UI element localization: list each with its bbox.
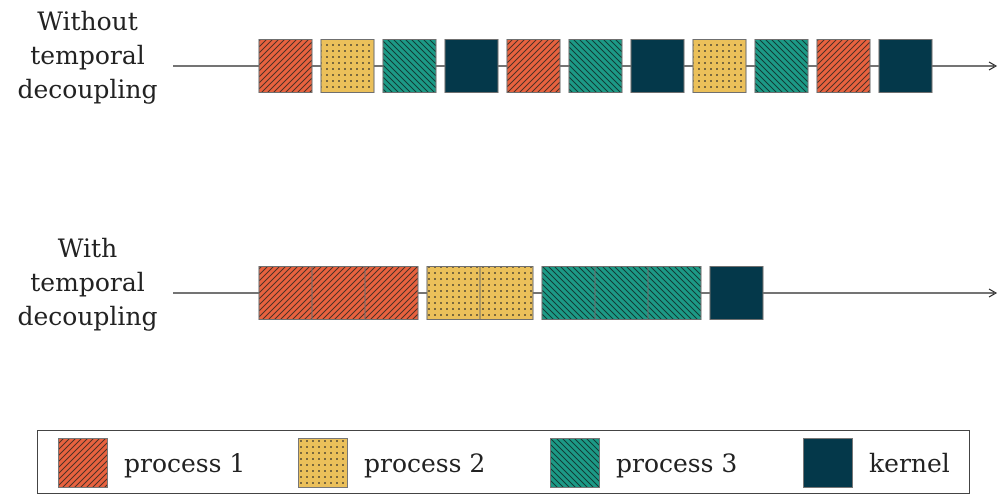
kernel-block <box>445 40 498 93</box>
timeline-row <box>173 267 996 320</box>
legend-label: kernel <box>869 449 950 478</box>
process-block-3 <box>755 40 808 93</box>
process-block-3 <box>569 40 622 93</box>
process-block-2 <box>321 40 374 93</box>
legend: process 1 process 2 process 3 kernel <box>37 430 970 494</box>
process-block-1 <box>312 267 365 320</box>
timeline-row <box>173 40 996 93</box>
process-block-1 <box>817 40 870 93</box>
process-1-swatch <box>58 438 108 488</box>
process-block-3 <box>648 267 701 320</box>
process-block-2 <box>693 40 746 93</box>
process-2-swatch <box>298 438 348 488</box>
kernel-block <box>710 267 763 320</box>
process-block-3 <box>595 267 648 320</box>
kernel-block <box>879 40 932 93</box>
legend-label: process 3 <box>616 449 737 478</box>
legend-label: process 2 <box>364 449 485 478</box>
legend-label: process 1 <box>124 449 245 478</box>
process-block-3 <box>383 40 436 93</box>
process-block-2 <box>480 267 533 320</box>
process-block-1 <box>259 40 312 93</box>
legend-item-process-1: process 1 <box>58 431 245 495</box>
process-block-1 <box>507 40 560 93</box>
process-block-1 <box>365 267 418 320</box>
timeline-diagram <box>0 0 1000 420</box>
kernel-block <box>631 40 684 93</box>
legend-item-kernel: kernel <box>803 431 950 495</box>
process-block-2 <box>427 267 480 320</box>
kernel-swatch <box>803 438 853 488</box>
process-block-3 <box>542 267 595 320</box>
process-block-1 <box>259 267 312 320</box>
legend-item-process-3: process 3 <box>550 431 737 495</box>
legend-item-process-2: process 2 <box>298 431 485 495</box>
process-3-swatch <box>550 438 600 488</box>
